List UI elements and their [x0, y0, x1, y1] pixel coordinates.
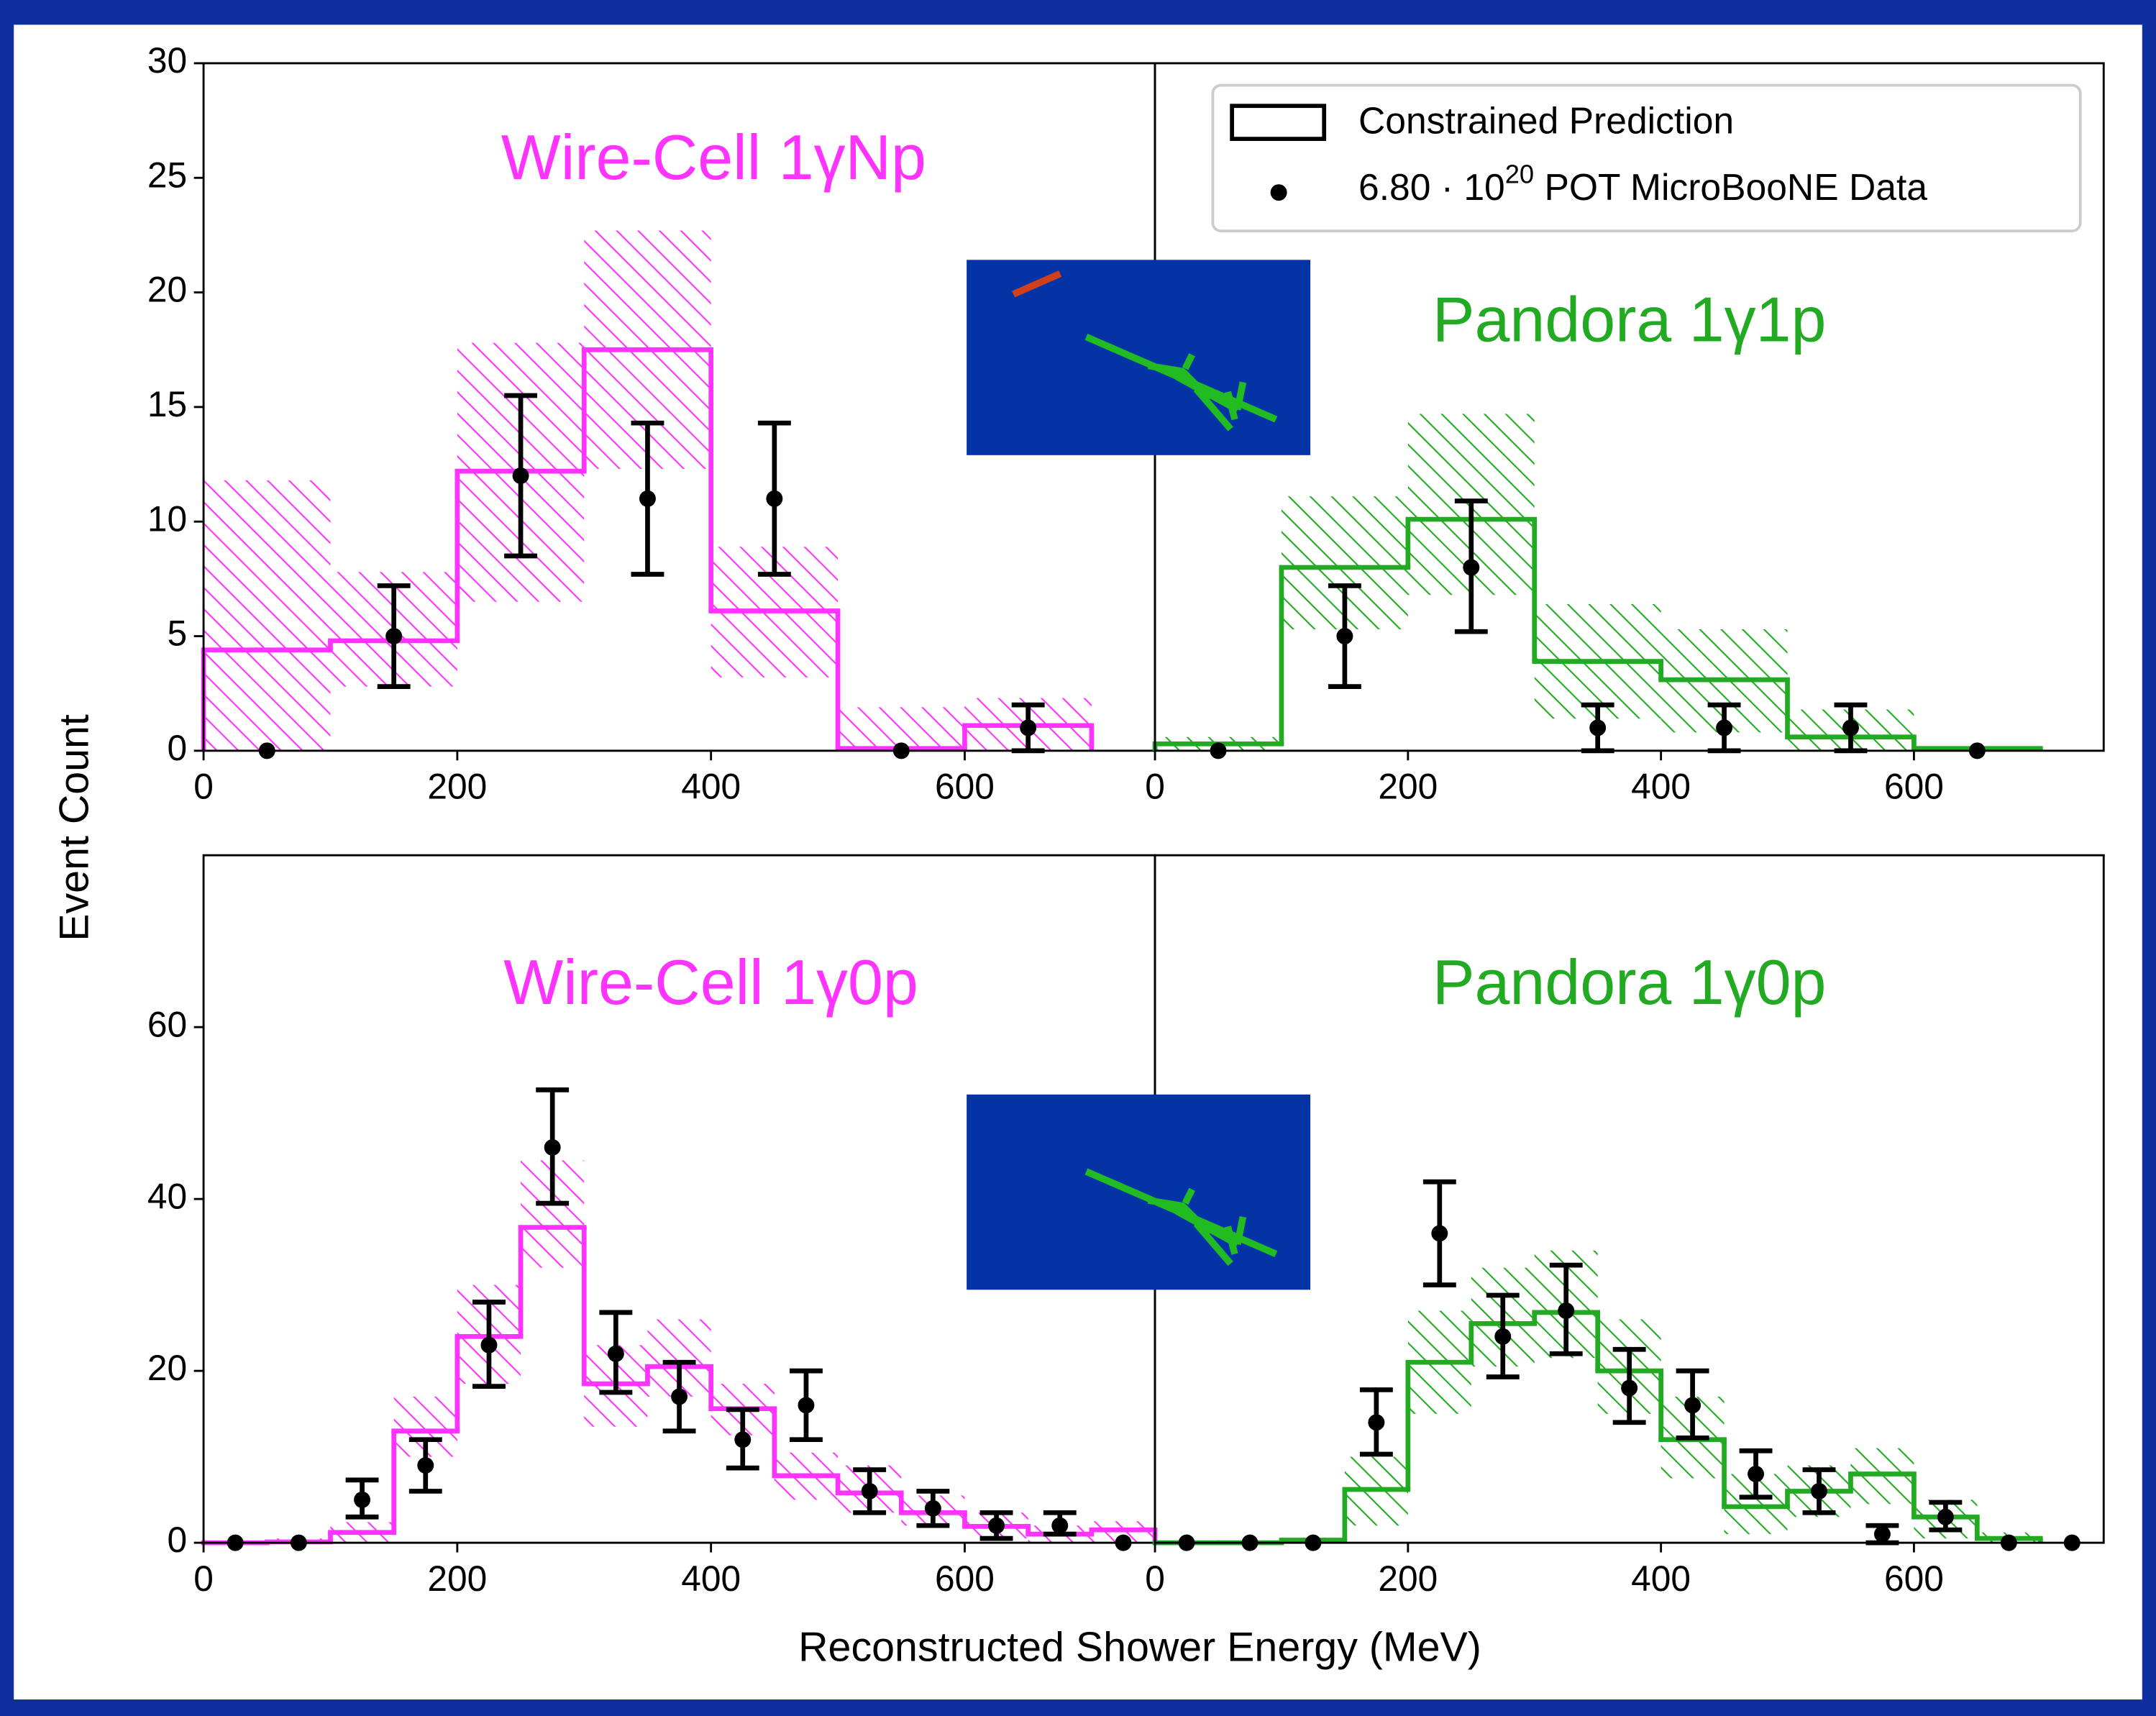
y-tick-label: 20 [147, 1348, 187, 1388]
uncertainty-band [204, 480, 331, 751]
y-tick-label: 40 [147, 1176, 187, 1216]
x-tick-label: 200 [427, 767, 487, 807]
data-point [1589, 719, 1607, 736]
x-tick-label: 400 [1631, 767, 1691, 807]
inset-track [1012, 270, 1062, 298]
data-point [354, 1491, 371, 1508]
panel-title: Pandora 1γ1p [1433, 283, 1827, 355]
data-point [1051, 1517, 1069, 1534]
x-tick-label: 0 [193, 767, 214, 807]
panel-title: Wire-Cell 1γ0p [503, 946, 918, 1018]
legend-data-symbol [1270, 184, 1287, 201]
y-axis-label: Event Count [51, 714, 97, 941]
y-tick-label: 15 [147, 384, 187, 424]
data-point [1336, 628, 1353, 645]
y-tick-label: 60 [147, 1004, 187, 1044]
data-point [1842, 719, 1859, 736]
x-tick-label: 600 [935, 1558, 995, 1599]
legend: Constrained Prediction 6.80 · 1020 POT M… [1211, 83, 2082, 233]
data-point [385, 628, 403, 645]
inset-shower [1084, 334, 1278, 432]
panel-title: Pandora 1γ0p [1433, 946, 1827, 1018]
data-point [417, 1457, 434, 1474]
data-point [1494, 1328, 1512, 1345]
y-tick-label: 10 [147, 498, 187, 539]
y-tick-label: 25 [147, 155, 187, 195]
y-tick-label: 20 [147, 270, 187, 310]
inset-shower [1084, 1168, 1278, 1267]
data-point [1020, 719, 1037, 736]
panel: 0 200 400 600 Pandora 1γ1p [1145, 62, 2105, 807]
data-point [639, 490, 656, 507]
x-tick-label: 0 [193, 1558, 214, 1599]
data-point [798, 1397, 815, 1414]
legend-data-text: 6.80 · 10 [1358, 165, 1505, 207]
data-point [924, 1500, 941, 1517]
data-point [734, 1431, 752, 1448]
x-axis-label: Reconstructed Shower Energy (MeV) [798, 1624, 1481, 1670]
data-point [1684, 1397, 1701, 1414]
data-point [766, 490, 783, 507]
data-point [988, 1517, 1005, 1534]
data-point [1811, 1482, 1827, 1500]
legend-data-tail: POT MicroBooNE Data [1534, 165, 1927, 207]
panel: 0 200 400 600 0 5 10 15 20 25 30 Wire-Cell 1γNp [147, 40, 1156, 807]
y-tick-label: 0 [167, 728, 187, 768]
x-tick-label: 400 [1631, 1558, 1691, 1599]
data-point [607, 1345, 624, 1362]
data-point [671, 1388, 688, 1405]
legend-prediction-symbol [1230, 104, 1327, 141]
data-point [1431, 1225, 1448, 1242]
data-point [1368, 1414, 1385, 1431]
legend-data-label: 6.80 · 1020 POT MicroBooNE Data [1358, 159, 1927, 207]
data-point [1748, 1466, 1765, 1482]
data-point [1621, 1379, 1638, 1397]
data-point [480, 1336, 498, 1354]
legend-prediction-label: Constrained Prediction [1358, 100, 1734, 142]
x-tick-label: 400 [681, 1558, 741, 1599]
y-tick-label: 30 [147, 40, 187, 81]
x-tick-label: 400 [681, 767, 741, 807]
x-tick-label: 0 [1145, 767, 1165, 807]
inset-event-display [967, 260, 1311, 455]
data-point [512, 467, 529, 484]
data-point [1558, 1302, 1575, 1319]
x-tick-label: 200 [1378, 767, 1438, 807]
x-tick-label: 200 [1378, 1558, 1438, 1599]
x-tick-label: 600 [935, 767, 995, 807]
data-point [1873, 1525, 1891, 1543]
data-point [1716, 719, 1733, 736]
x-tick-label: 200 [427, 1558, 487, 1599]
data-point [861, 1482, 878, 1500]
data-point [544, 1138, 561, 1156]
panel: 0 200 400 600 Pandora 1γ0p [1145, 854, 2105, 1599]
y-tick-label: 0 [167, 1520, 187, 1560]
x-tick-label: 0 [1145, 1558, 1165, 1599]
panel-title: Wire-Cell 1γNp [501, 122, 926, 193]
legend-data-sup: 20 [1505, 159, 1534, 188]
x-tick-label: 600 [1884, 767, 1944, 807]
panel: 0 200 400 600 0 20 40 60 Wire-Cell 1γ0p [147, 854, 1158, 1599]
y-tick-label: 5 [167, 613, 187, 654]
legend-box [1211, 83, 2082, 233]
data-point [1937, 1508, 1954, 1525]
x-tick-label: 600 [1884, 1558, 1944, 1599]
inset-event-display [967, 1094, 1311, 1290]
data-point [1463, 559, 1480, 576]
